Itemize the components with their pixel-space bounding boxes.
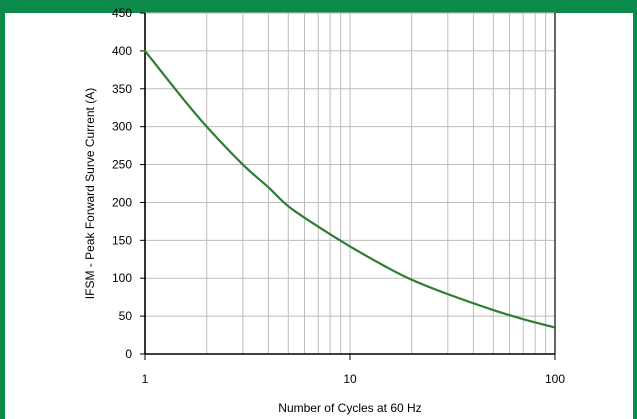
y-tick-label: 150 xyxy=(112,233,132,247)
y-tick-label: 0 xyxy=(125,347,132,361)
y-tick-label: 450 xyxy=(112,6,132,20)
left-green-border xyxy=(0,0,5,419)
x-tick-label: 10 xyxy=(343,372,357,386)
x-axis-title: Number of Cycles at 60 Hz xyxy=(278,401,421,415)
y-tick-label: 200 xyxy=(112,195,132,209)
surge-current-curve xyxy=(143,49,557,329)
series-layer xyxy=(143,49,557,329)
y-tick-label: 300 xyxy=(112,120,132,134)
x-tick-label: 100 xyxy=(545,372,565,386)
y-tick-label: 50 xyxy=(119,309,133,323)
y-tick-label: 350 xyxy=(112,82,132,96)
grid-layer xyxy=(144,12,556,355)
y-tick-label: 250 xyxy=(112,158,132,172)
y-axis-title: IFSM - Peak Forward Surve Current (A) xyxy=(83,88,97,299)
top-green-band xyxy=(0,0,637,13)
x-tick-label: 1 xyxy=(142,372,149,386)
right-green-border xyxy=(633,0,637,419)
axes-layer xyxy=(140,12,556,360)
tick-label-layer: 0 50 100 150 200 250 300 350 400 450 1 10 100 xyxy=(112,6,565,386)
y-tick-label: 400 xyxy=(112,44,132,58)
y-tick-label: 100 xyxy=(112,271,132,285)
